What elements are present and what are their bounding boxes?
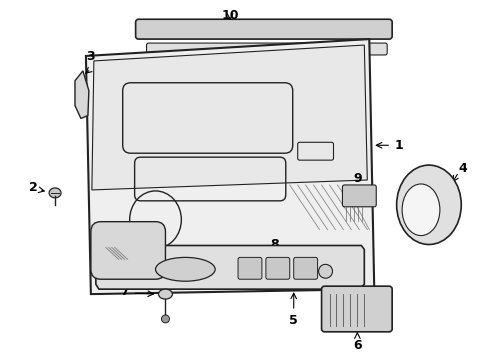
- Ellipse shape: [155, 257, 215, 281]
- FancyBboxPatch shape: [91, 222, 166, 279]
- Polygon shape: [75, 71, 89, 118]
- FancyBboxPatch shape: [266, 257, 290, 279]
- Ellipse shape: [162, 315, 170, 323]
- Ellipse shape: [396, 165, 461, 244]
- Polygon shape: [92, 45, 367, 190]
- Ellipse shape: [402, 184, 440, 235]
- Ellipse shape: [158, 289, 172, 299]
- Text: 10: 10: [221, 9, 239, 22]
- FancyBboxPatch shape: [238, 257, 262, 279]
- FancyBboxPatch shape: [321, 286, 392, 332]
- Text: 3: 3: [87, 50, 95, 63]
- Ellipse shape: [49, 188, 61, 198]
- FancyBboxPatch shape: [343, 185, 376, 207]
- Text: 7: 7: [120, 285, 129, 298]
- Polygon shape: [96, 246, 365, 289]
- Text: 2: 2: [29, 181, 38, 194]
- FancyBboxPatch shape: [294, 257, 318, 279]
- Ellipse shape: [318, 264, 333, 278]
- Text: 1: 1: [394, 139, 403, 152]
- Text: 9: 9: [353, 172, 362, 185]
- Text: 6: 6: [353, 339, 362, 352]
- Text: 4: 4: [459, 162, 467, 175]
- Polygon shape: [86, 39, 374, 294]
- FancyBboxPatch shape: [147, 43, 387, 55]
- Text: 5: 5: [290, 314, 298, 327]
- FancyBboxPatch shape: [136, 19, 392, 39]
- Text: 8: 8: [270, 238, 278, 251]
